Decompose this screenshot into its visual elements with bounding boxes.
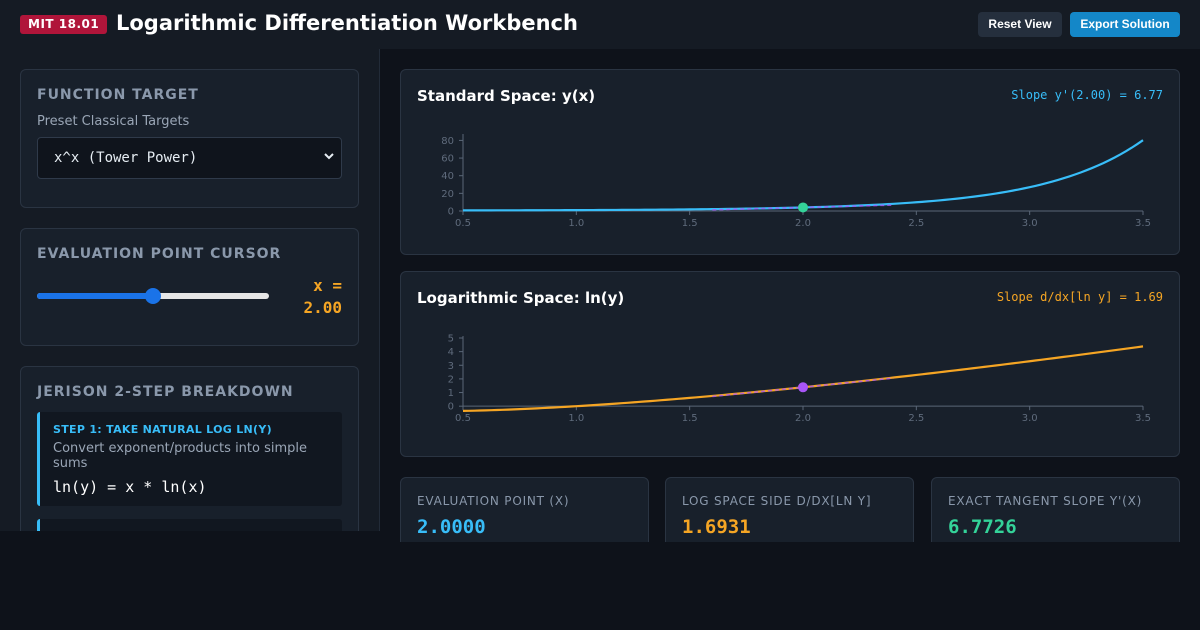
stat-evaluation-point-value: 2.0000 <box>417 516 486 538</box>
y-tick-label: 3 <box>448 361 454 372</box>
app-title: Logarithmic Differentiation Workbench <box>116 11 578 35</box>
y-tick-label: 20 <box>441 189 454 200</box>
x-readout-value: 2.00 <box>303 298 342 317</box>
course-badge: MIT 18.01 <box>20 15 108 34</box>
function-curve <box>462 345 1144 413</box>
y-tick-label: 40 <box>441 171 454 182</box>
x-tick-label: 2.5 <box>908 218 924 229</box>
x-tick-label: 3.5 <box>1135 413 1151 424</box>
x-tick-label: 0.5 <box>455 413 471 424</box>
x-readout-prefix: x = <box>313 276 342 295</box>
y-tick-label: 0 <box>448 402 454 413</box>
sidebar: FUNCTION TARGET Preset Classical Targets… <box>0 49 380 531</box>
y-tick-label: 2 <box>448 374 454 385</box>
preset-label: Preset Classical Targets <box>37 114 190 129</box>
y-tick-label: 80 <box>441 136 454 147</box>
log-space-plot: 0.5 1.0 1.5 2.0 2.5 3.0 3.5 0 1 2 3 4 5 <box>448 334 1151 425</box>
export-solution-button[interactable]: Export Solution <box>1070 12 1180 37</box>
step-1-desc: Convert exponent/products into simple su… <box>53 441 308 471</box>
function-curve <box>462 139 1144 212</box>
x-slider-thumb[interactable] <box>145 288 161 304</box>
function-target-card: FUNCTION TARGET Preset Classical Targets… <box>20 69 359 208</box>
tangent-line <box>712 204 894 211</box>
stat-tangent-slope-label: EXACT TANGENT SLOPE Y'(X) <box>948 494 1143 508</box>
chevron-down-icon <box>324 153 334 160</box>
x-readout: x = 2.00 <box>303 275 342 319</box>
y-tick-label: 0 <box>448 207 454 218</box>
log-slope-readout: Slope d/dx[ln y] = 1.69 <box>996 290 1163 304</box>
evaluation-point <box>798 202 808 213</box>
x-tick-label: 2.5 <box>908 413 924 424</box>
x-tick-label: 2.0 <box>795 413 811 424</box>
standard-space-chart: 0.5 1.0 1.5 2.0 2.5 3.0 3.5 0 20 40 60 80 Standard … <box>400 69 1180 255</box>
evaluation-cursor-title: EVALUATION POINT CURSOR <box>37 246 282 262</box>
step-1-title: STEP 1: TAKE NATURAL LOG LN(Y) <box>53 423 272 436</box>
standard-space-plot: 0.5 1.0 1.5 2.0 2.5 3.0 3.5 0 20 40 60 80 <box>441 134 1151 229</box>
x-slider-fill <box>37 293 153 299</box>
x-tick-label: 1.5 <box>682 218 698 229</box>
x-tick-label: 2.0 <box>795 218 811 229</box>
function-select[interactable]: x^x (Tower Power) <box>37 137 342 179</box>
breakdown-card: JERISON 2-STEP BREAKDOWN STEP 1: TAKE NA… <box>20 366 359 531</box>
log-space-title: Logarithmic Space: ln(y) <box>417 289 625 307</box>
function-select-value: x^x (Tower Power) <box>54 150 198 166</box>
step-2 <box>37 519 342 531</box>
page-bottom <box>0 542 1200 630</box>
x-tick-label: 0.5 <box>455 218 471 229</box>
app-header: MIT 18.01 Logarithmic Differentiation Wo… <box>0 0 1200 49</box>
x-tick-label: 3.5 <box>1135 218 1151 229</box>
step-1-formula: ln(y) = x * ln(x) <box>53 478 207 496</box>
stat-evaluation-point-label: EVALUATION POINT (X) <box>417 494 570 508</box>
x-tick-label: 3.0 <box>1022 218 1038 229</box>
function-target-title: FUNCTION TARGET <box>37 87 199 103</box>
stat-log-side-value: 1.6931 <box>682 516 751 538</box>
stat-tangent-slope-value: 6.7726 <box>948 516 1017 538</box>
evaluation-cursor-card: EVALUATION POINT CURSOR x = 2.00 <box>20 228 359 346</box>
x-slider[interactable] <box>37 288 269 304</box>
standard-slope-readout: Slope y'(2.00) = 6.77 <box>1011 88 1163 102</box>
y-tick-label: 4 <box>448 347 454 358</box>
breakdown-title: JERISON 2-STEP BREAKDOWN <box>37 384 294 400</box>
x-tick-label: 1.0 <box>568 413 584 424</box>
y-tick-label: 5 <box>448 334 454 345</box>
log-space-chart: 0.5 1.0 1.5 2.0 2.5 3.0 3.5 0 1 2 3 4 5 Logarithmic … <box>400 271 1180 457</box>
x-tick-label: 1.5 <box>682 413 698 424</box>
evaluation-point <box>798 382 808 393</box>
step-1: STEP 1: TAKE NATURAL LOG LN(Y) Convert e… <box>37 412 342 506</box>
y-tick-label: 1 <box>448 388 454 399</box>
x-tick-label: 3.0 <box>1022 413 1038 424</box>
standard-space-title: Standard Space: y(x) <box>417 87 596 105</box>
stat-log-side-label: LOG SPACE SIDE D/DX[LN Y] <box>682 494 872 508</box>
y-tick-label: 60 <box>441 154 454 165</box>
reset-view-button[interactable]: Reset View <box>978 12 1062 37</box>
x-tick-label: 1.0 <box>568 218 584 229</box>
